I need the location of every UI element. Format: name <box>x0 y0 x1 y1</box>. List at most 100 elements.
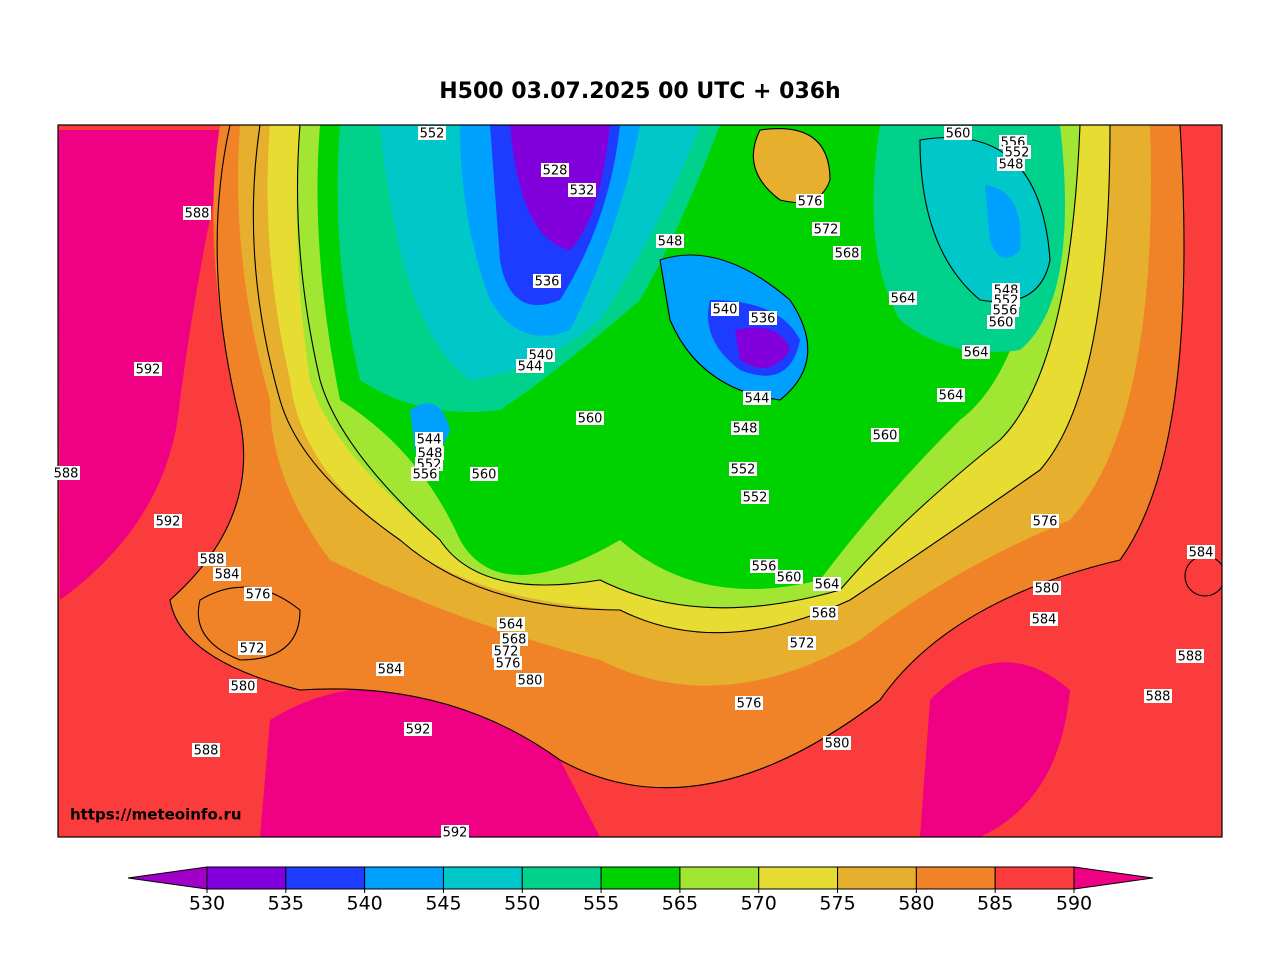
colorbar-label: 575 <box>819 893 855 915</box>
label-box <box>796 194 824 208</box>
colorbar-label: 540 <box>347 893 383 915</box>
label-box <box>533 274 561 288</box>
label-box <box>244 587 272 601</box>
contour-label: 560 <box>777 571 802 586</box>
contour-label: 584 <box>378 663 403 678</box>
contour-label: 584 <box>215 568 240 583</box>
label-box <box>238 641 266 655</box>
band <box>920 662 1070 837</box>
label-box <box>750 559 778 573</box>
band <box>753 128 830 203</box>
colorbar-band <box>994 866 1075 890</box>
colorbar-label: 590 <box>1056 893 1092 915</box>
contour-label: 572 <box>494 645 519 660</box>
contour-label: 576 <box>496 657 521 672</box>
contour-label: 552 <box>743 491 768 506</box>
contour-label: 588 <box>1146 690 1171 705</box>
contour-label: 544 <box>518 360 543 375</box>
colorbar-label: 555 <box>583 893 619 915</box>
contour-label: 548 <box>999 158 1024 173</box>
label-box <box>812 222 840 236</box>
contour-label: 552 <box>420 127 445 142</box>
label-box <box>492 644 520 658</box>
label-box <box>944 126 972 140</box>
contour-label: 540 <box>713 303 738 318</box>
band <box>735 327 790 368</box>
contour-label: 580 <box>1035 582 1060 597</box>
contour-label: 544 <box>417 433 442 448</box>
watermark: https://meteoinfo.ru <box>70 806 242 824</box>
colorbar-extend <box>127 866 208 890</box>
contour-label: 576 <box>737 697 762 712</box>
label-box <box>52 466 80 480</box>
contour-label: 568 <box>835 247 860 262</box>
label-box <box>183 206 211 220</box>
contour-label: 576 <box>246 588 271 603</box>
contour-label: 584 <box>1032 613 1057 628</box>
label-box <box>749 311 777 325</box>
label-box <box>997 157 1025 171</box>
label-box <box>833 246 861 260</box>
label-box <box>154 514 182 528</box>
label-box <box>500 632 528 646</box>
colorbar-label: 550 <box>504 893 540 915</box>
contour-label: 564 <box>939 389 964 404</box>
label-box <box>823 736 851 750</box>
label-box <box>134 362 162 376</box>
contour-label: 588 <box>54 467 79 482</box>
label-box <box>962 345 990 359</box>
colorbar-label: 530 <box>189 893 225 915</box>
colorbar-extend <box>1073 866 1154 890</box>
contour-label: 528 <box>543 164 568 179</box>
colorbar-label: 570 <box>741 893 777 915</box>
band <box>510 125 610 250</box>
contour-label: 568 <box>812 607 837 622</box>
label-box <box>729 462 757 476</box>
colorbar-band <box>758 866 839 890</box>
label-box <box>416 446 444 460</box>
colorbar-band <box>679 866 760 890</box>
contour-label: 572 <box>790 637 815 652</box>
colorbar: 530 535 540 545 550 555 565 570 575 580 585 590 <box>127 866 1154 915</box>
colorbar-label: 535 <box>268 893 304 915</box>
contour-label: 576 <box>1033 515 1058 530</box>
contour-label: 576 <box>798 195 823 210</box>
label-box <box>1144 689 1172 703</box>
contour-label: 544 <box>745 392 770 407</box>
contour-label: 556 <box>413 468 438 483</box>
label-box <box>741 490 769 504</box>
contour-label: 568 <box>502 633 527 648</box>
label-box <box>568 183 596 197</box>
contour-label: 588 <box>1178 650 1203 665</box>
label-box <box>711 302 739 316</box>
label-box <box>1030 612 1058 626</box>
colorbar-label: 565 <box>662 893 698 915</box>
label-box <box>192 743 220 757</box>
contour-label: 536 <box>751 312 776 327</box>
label-box <box>376 662 404 676</box>
label-box <box>576 411 604 425</box>
colorbar-band <box>600 866 681 890</box>
contour-label: 580 <box>825 737 850 752</box>
label-box <box>735 696 763 710</box>
label-box <box>516 673 544 687</box>
contour-label: 588 <box>200 553 225 568</box>
label-box <box>198 552 226 566</box>
colorbar-label: 545 <box>425 893 461 915</box>
label-box <box>743 391 771 405</box>
label-box <box>541 163 569 177</box>
label-box <box>497 617 525 631</box>
contour-label: 572 <box>814 223 839 238</box>
contour-label: 588 <box>194 744 219 759</box>
colorbar-band <box>206 866 287 890</box>
contour-label: 564 <box>499 618 524 633</box>
label-box <box>1031 514 1059 528</box>
contour-label: 580 <box>231 680 256 695</box>
label-box <box>404 722 432 736</box>
label-box <box>441 825 469 839</box>
contour-label: 548 <box>733 422 758 437</box>
colorbar-label: 580 <box>898 893 934 915</box>
label-box <box>813 577 841 591</box>
label-box <box>788 636 816 650</box>
